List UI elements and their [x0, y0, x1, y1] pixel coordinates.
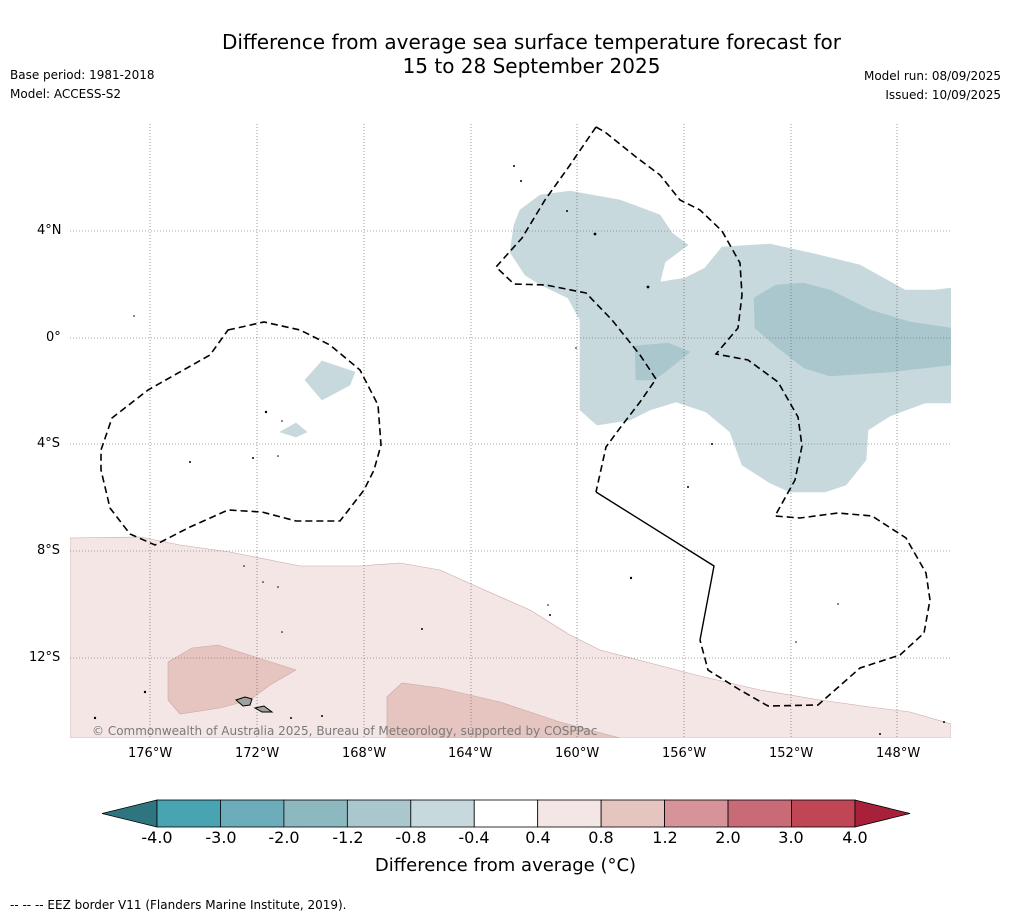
cb-tick-label: 1.2: [652, 828, 678, 847]
eez-border-samoa: [100, 321, 382, 546]
colorbar-title: Difference from average (°C): [374, 855, 637, 876]
lon-label-148w: 148°W: [876, 746, 921, 761]
warm-anomaly-mid-region-1: [167, 644, 297, 715]
eez-border-east: [595, 126, 931, 707]
cb-tick-label: -0.8: [395, 828, 427, 847]
cool-anomaly-mid-region-1: [753, 282, 951, 377]
island-samoa-tutuila: [253, 705, 274, 713]
cb-tick-label: -4.0: [141, 828, 173, 847]
cool-anomaly-light-patch-2: [279, 422, 308, 438]
colorbar-extend-high: [854, 799, 911, 828]
lon-label-176w: 176°W: [128, 746, 173, 761]
colorbar-segment: [664, 799, 729, 828]
cb-tick-label: 4.0: [842, 828, 868, 847]
graticule: [70, 124, 951, 738]
eez-footnote: -- -- -- EEZ border V11 (Flanders Marine…: [10, 898, 347, 912]
colorbar-segment: [346, 799, 412, 828]
colorbar: [101, 799, 911, 828]
lat-label-4s: 4°S: [37, 436, 61, 451]
lon-label-164w: 164°W: [448, 746, 493, 761]
lat-label-0: 0°: [46, 330, 61, 345]
lon-label-152w: 152°W: [769, 746, 814, 761]
colorbar-segment: [727, 799, 792, 828]
meta-left: Base period: 1981-2018 Model: ACCESS-S2: [10, 66, 155, 104]
colorbar-extend-low: [101, 799, 158, 828]
colorbar-segment: [600, 799, 666, 828]
lat-label-4n: 4°N: [37, 223, 62, 238]
meta-right: Model run: 08/09/2025 Issued: 10/09/2025: [864, 67, 1001, 105]
model-name: Model: ACCESS-S2: [10, 87, 122, 101]
title-line-1: Difference from average sea surface temp…: [221, 30, 841, 54]
cool-anomaly-mid-region-2: [634, 342, 691, 381]
warm-anomaly-light-region: [70, 536, 951, 738]
cb-tick-label: -1.2: [332, 828, 364, 847]
cb-tick-label: 3.0: [778, 828, 804, 847]
lat-label-12s: 12°S: [29, 650, 61, 665]
lon-label-156w: 156°W: [662, 746, 707, 761]
model-run: Model run: 08/09/2025: [863, 69, 1001, 83]
lon-label-172w: 172°W: [235, 746, 280, 761]
cb-tick-label: 0.8: [588, 828, 614, 847]
map-title: Difference from average sea surface temp…: [0, 30, 1011, 78]
issued-date: Issued: 10/09/2025: [885, 88, 1001, 102]
island-samoa-upolu: [235, 696, 253, 707]
cb-tick-label: -2.0: [268, 828, 300, 847]
lon-label-168w: 168°W: [342, 746, 387, 761]
cool-anomaly-light-patch-1: [304, 360, 356, 401]
cool-anomaly-light-region-north: [509, 190, 951, 493]
colorbar-segment: [537, 799, 602, 828]
warm-anomaly-mid-region-2: [386, 682, 621, 738]
cb-tick-label: -0.4: [458, 828, 490, 847]
cb-tick-label: 0.4: [525, 828, 551, 847]
eez-border-south: [494, 126, 657, 493]
lat-label-8s: 8°S: [37, 543, 61, 558]
colorbar-segment: [473, 799, 539, 828]
title-line-2: 15 to 28 September 2025: [402, 54, 661, 78]
map-area: [70, 124, 951, 738]
eez-border-solid: [595, 491, 715, 641]
cb-tick-label: 2.0: [715, 828, 741, 847]
colorbar-segment: [791, 799, 856, 828]
cb-tick-label: -3.0: [205, 828, 237, 847]
colorbar-segment: [220, 799, 285, 828]
colorbar-segment: [283, 799, 348, 828]
copyright-notice: © Commonwealth of Australia 2025, Bureau…: [92, 724, 598, 738]
small-islands: [93, 165, 945, 735]
colorbar-segment: [156, 799, 221, 828]
base-period: Base period: 1981-2018: [10, 68, 155, 82]
lon-label-160w: 160°W: [555, 746, 600, 761]
colorbar-segment: [410, 799, 475, 828]
